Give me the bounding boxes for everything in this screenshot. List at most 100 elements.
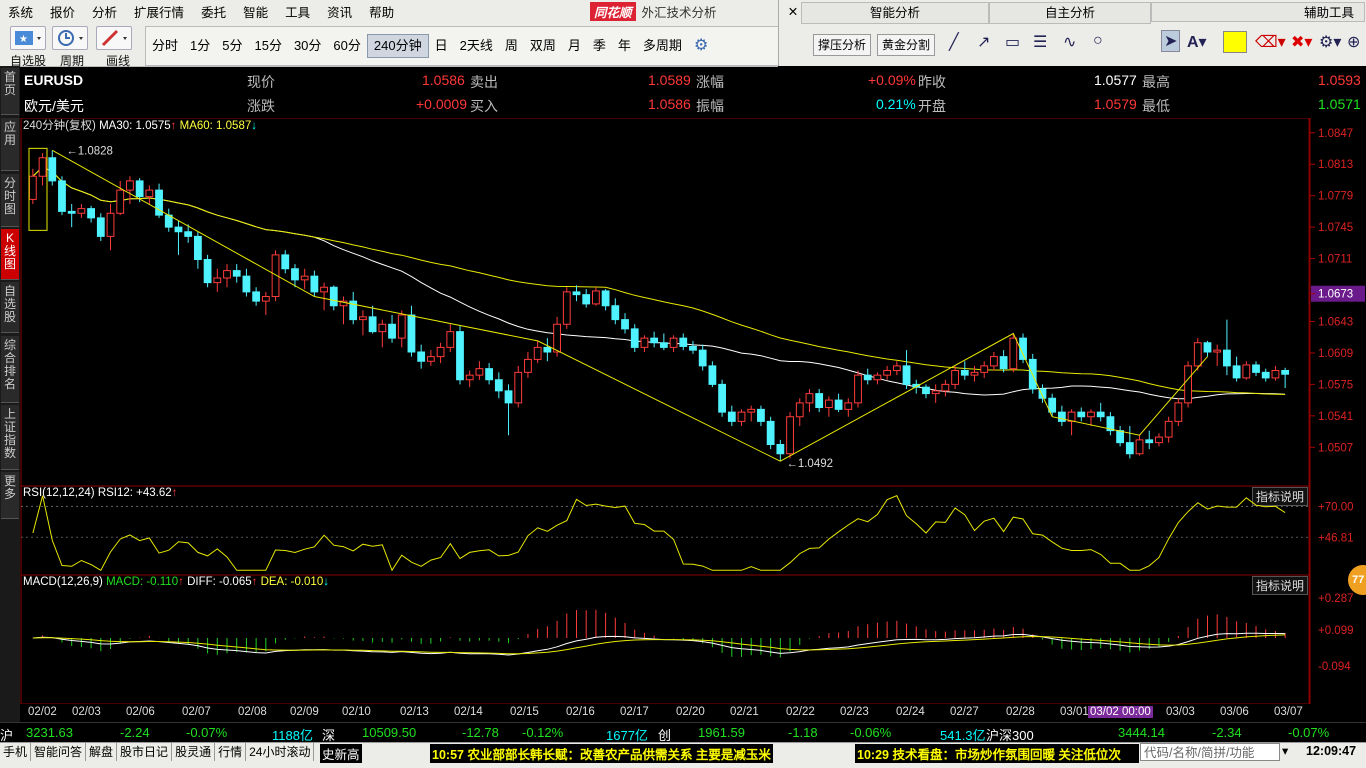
- cycle-icon[interactable]: [52, 26, 88, 50]
- candle: [465, 370, 474, 388]
- delete-icon[interactable]: ✖▾: [1291, 34, 1313, 51]
- status-tab-3[interactable]: 股市日记: [117, 743, 173, 761]
- support-resistance-button[interactable]: 撑压分析: [813, 34, 872, 56]
- line-tool-icon[interactable]: ╱: [949, 34, 959, 51]
- fib-tool-icon[interactable]: ☰: [1033, 34, 1048, 51]
- golden-section-button[interactable]: 黄金分割: [877, 34, 936, 56]
- tab-aux-tools[interactable]: 辅助工具: [1151, 2, 1365, 22]
- chart-area[interactable]: 1.0847 1.0813 1.0779 1.0745 1.0711 1.0673 1.06…: [20, 118, 1366, 704]
- menu-item-4[interactable]: 委托: [201, 5, 227, 20]
- candle-body: [815, 393, 824, 408]
- period-13[interactable]: 年: [617, 38, 631, 53]
- candle-body: [863, 374, 872, 381]
- menu-item-0[interactable]: 系统: [8, 5, 34, 20]
- news-headline-2[interactable]: 10:57 农业部部长韩长赋：改善农产品供需关系 主要是减玉米: [430, 744, 773, 763]
- date-label: 02/06: [126, 706, 155, 718]
- period-9[interactable]: 周: [504, 38, 518, 53]
- label-high: 最高: [1142, 74, 1170, 90]
- wave-tool-icon[interactable]: ∿: [1063, 34, 1077, 51]
- candle-body: [261, 296, 270, 302]
- candle: [291, 264, 299, 288]
- status-tab-2[interactable]: 解盘: [86, 743, 118, 761]
- value-high: 1.0593: [1318, 72, 1361, 88]
- period-10[interactable]: 双周: [529, 38, 556, 53]
- status-tab-6[interactable]: 24小时滚动: [246, 743, 315, 761]
- rect-tool-icon[interactable]: ▭: [1005, 34, 1021, 51]
- sidebar-item-1[interactable]: 应用: [1, 118, 19, 171]
- period-5[interactable]: 60分: [333, 38, 361, 53]
- menu-item-5[interactable]: 智能: [243, 5, 269, 20]
- macd-value: MACD: -0.110: [106, 576, 179, 588]
- value-amp: 0.21%: [876, 96, 916, 112]
- candle: [650, 331, 659, 348]
- menu-item-7[interactable]: 资讯: [327, 5, 353, 20]
- self-select-icon[interactable]: ★: [10, 26, 46, 50]
- period-11[interactable]: 月: [567, 38, 581, 53]
- text-tool-icon[interactable]: A▾: [1187, 34, 1207, 51]
- cursor-icon[interactable]: ➤: [1161, 30, 1181, 52]
- status-tab-4[interactable]: 股灵通: [172, 743, 216, 761]
- date-label: 02/09: [290, 706, 319, 718]
- search-dropdown-icon[interactable]: ▾: [1282, 744, 1289, 758]
- tab-smart-analysis[interactable]: 智能分析: [801, 2, 989, 24]
- period-1[interactable]: 1分: [190, 38, 211, 53]
- date-label: 03/01: [1060, 706, 1089, 718]
- period-0[interactable]: 分时: [152, 38, 179, 53]
- macd-indicator-help-button[interactable]: 指标说明: [1251, 576, 1308, 595]
- sidebar-item-6[interactable]: 上证指数: [1, 405, 19, 470]
- sidebar-item-4[interactable]: 自选股: [1, 282, 19, 333]
- circle-tool-icon[interactable]: ○: [1093, 32, 1103, 49]
- sidebar-item-2[interactable]: 分时图: [1, 174, 19, 227]
- candle-body: [805, 393, 814, 404]
- period-6[interactable]: 240分钟: [366, 34, 429, 58]
- candle: [698, 344, 707, 371]
- eraser-icon[interactable]: ⌫▾: [1255, 34, 1286, 51]
- sidebar-item-0[interactable]: 首页: [1, 68, 19, 115]
- candle-body: [999, 356, 1008, 370]
- tab-self-analysis[interactable]: 自主分析: [989, 2, 1151, 24]
- menu-item-6[interactable]: 工具: [285, 5, 311, 20]
- ticker-item: 沪: [0, 728, 14, 743]
- candle-body: [232, 270, 241, 277]
- menu-item-8[interactable]: 帮助: [369, 5, 395, 20]
- candle: [504, 384, 513, 436]
- period-14[interactable]: 多周期: [642, 38, 682, 53]
- news-headline-3[interactable]: 10:29 技术看盘：市场炒作氛围回暖 关注低位次: [855, 744, 1139, 763]
- close-icon[interactable]: ✕: [787, 5, 799, 19]
- arrow-line-icon[interactable]: ↗: [977, 34, 991, 51]
- candle: [339, 296, 348, 325]
- ma30-value: MA30: 1.0575: [99, 120, 171, 132]
- settings-icon[interactable]: ⚙▾: [1319, 34, 1342, 51]
- menu-item-1[interactable]: 报价: [50, 5, 76, 20]
- sidebar-item-7[interactable]: 更多: [1, 472, 19, 519]
- status-tab-1[interactable]: 智能问答: [31, 743, 87, 761]
- period-4[interactable]: 30分: [293, 38, 322, 53]
- candle: [737, 409, 746, 426]
- period-7[interactable]: 日: [434, 38, 448, 53]
- rsi-up-arrow-icon: ↑: [171, 487, 178, 499]
- menu-item-3[interactable]: 扩展行情: [134, 5, 185, 20]
- period-settings-icon[interactable]: ⚙: [693, 37, 709, 54]
- expand-icon[interactable]: ⊕: [1347, 34, 1361, 51]
- search-input[interactable]: 代码/名称/简拼/功能: [1140, 743, 1280, 761]
- candle: [48, 150, 57, 186]
- period-12[interactable]: 季: [592, 38, 606, 53]
- candle-body: [1242, 364, 1251, 379]
- period-8[interactable]: 2天线: [459, 38, 493, 53]
- candle: [417, 344, 426, 369]
- menu-item-2[interactable]: 分析: [92, 5, 118, 20]
- ma30-up-arrow-icon: ↑: [170, 120, 177, 132]
- floating-badge[interactable]: 77: [1348, 565, 1366, 595]
- color-swatch-icon[interactable]: [1223, 31, 1247, 53]
- sidebar-item-5[interactable]: 综合排名: [1, 336, 19, 403]
- rsi-indicator-help-button[interactable]: 指标说明: [1251, 487, 1308, 506]
- cycle-label: 周期: [60, 54, 85, 68]
- period-3[interactable]: 15分: [254, 38, 282, 53]
- status-tab-5[interactable]: 行情: [215, 743, 247, 761]
- draw-line-icon[interactable]: [96, 26, 132, 50]
- news-headline-1[interactable]: 史新高: [320, 744, 362, 763]
- period-2[interactable]: 5分: [222, 38, 243, 53]
- status-tab-0[interactable]: 手机: [0, 743, 32, 761]
